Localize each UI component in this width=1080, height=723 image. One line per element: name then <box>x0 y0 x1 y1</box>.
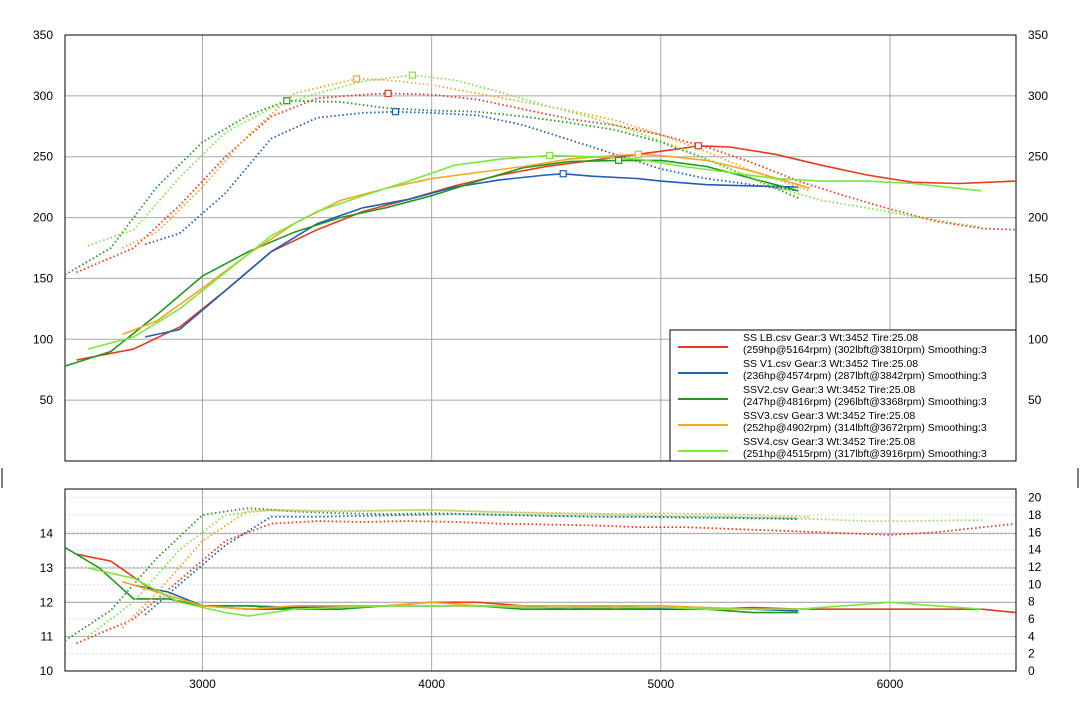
y-tick-label-airfuel: 12 <box>40 595 54 609</box>
x-tick-label: 6000 <box>877 677 904 691</box>
power-line <box>76 144 1017 361</box>
torque-line <box>121 77 811 249</box>
legend-entry-detail: (259hp@5164rpm) (302lbft@3810rpm) Smooth… <box>743 344 987 356</box>
series-lines <box>64 74 1017 645</box>
y-tick-label-power: 250 <box>1028 150 1048 164</box>
peak-marker <box>391 108 400 116</box>
torque-line <box>144 110 799 246</box>
y-tick-label-boost: 2 <box>1028 647 1035 661</box>
boost-line <box>87 508 982 638</box>
legend-entry-name: SS LB.csv Gear:3 Wt:3452 Tire:25.08 <box>743 332 918 344</box>
legend-entry-detail: (247hp@4816rpm) (296lbft@3368rpm) Smooth… <box>743 396 987 408</box>
y-tick-label-power: 50 <box>1028 393 1042 407</box>
torque-line <box>64 99 799 276</box>
y-tick-label-boost: 18 <box>1028 508 1042 522</box>
y-tick-label-power: 300 <box>1028 89 1048 103</box>
y-tick-label-torque: 350 <box>33 28 53 42</box>
y-tick-label-boost: 6 <box>1028 612 1035 626</box>
y-tick-label-boost: 16 <box>1028 525 1042 539</box>
boost-line <box>76 520 1017 645</box>
power-line <box>145 172 799 338</box>
y-tick-label-boost: 4 <box>1028 629 1035 643</box>
y-tick-label-airfuel: 10 <box>40 664 54 678</box>
y-tick-label-boost: 8 <box>1028 595 1035 609</box>
y-tick-label-power: 150 <box>1028 271 1048 285</box>
legend-entry-name: SSV3.csv Gear:3 Wt:3452 Tire:25.08 <box>743 410 915 422</box>
airfuel-line <box>122 580 810 611</box>
y-tick-label-boost: 20 <box>1028 491 1042 505</box>
torque-line <box>87 74 982 247</box>
airfuel-line <box>87 567 982 617</box>
peak-marker <box>546 151 554 160</box>
top-plot-frame <box>64 34 1017 462</box>
peak-marker <box>694 142 702 150</box>
legend: SS LB.csv Gear:3 Wt:3452 Tire:25.08(259h… <box>669 329 1017 462</box>
boost-line <box>144 513 799 616</box>
peak-marker <box>283 97 291 105</box>
bottom-plot-frame <box>64 488 1017 672</box>
y-tick-label-airfuel: 11 <box>41 630 54 644</box>
legend-entry-name: SSV2.csv Gear:3 Wt:3452 Tire:25.08 <box>743 384 915 396</box>
legend-entry-detail: (236hp@4574rpm) (287lbft@3842rpm) Smooth… <box>743 370 987 382</box>
y-tick-label-power: 100 <box>1028 332 1048 346</box>
boost-line <box>121 508 810 629</box>
legend-entry-detail: (251hp@4515rpm) (317lbft@3916rpm) Smooth… <box>743 448 987 460</box>
power-line <box>87 154 982 350</box>
torque-line <box>76 92 1017 274</box>
peak-marker <box>634 150 642 158</box>
x-tick-label: 3000 <box>189 677 216 691</box>
y-tick-label-torque: 150 <box>33 271 53 285</box>
y-tick-label-power: 350 <box>1028 28 1048 42</box>
y-tick-label-airfuel: 13 <box>40 561 54 575</box>
legend-box <box>669 329 1017 462</box>
peak-marker <box>408 71 417 79</box>
y-tick-label-boost: 0 <box>1028 664 1035 678</box>
y-tick-label-power: 200 <box>1028 211 1048 225</box>
peak-marker <box>559 170 567 178</box>
peak-markers <box>283 71 702 178</box>
y-tick-label-boost: 10 <box>1028 577 1042 591</box>
y-tick-label-boost: 14 <box>1028 543 1042 557</box>
y-tick-label-torque: 50 <box>40 393 54 407</box>
y-tick-label-torque: 200 <box>33 211 53 225</box>
tick-labels: 3000 4000 5000 6000501001502002503003505010… <box>33 28 1048 691</box>
legend-entry-name: SS V1.csv Gear:3 Wt:3452 Tire:25.08 <box>743 358 918 370</box>
y-tick-label-airfuel: 14 <box>40 527 54 541</box>
x-tick-label: 4000 <box>418 677 445 691</box>
peak-marker <box>352 75 361 83</box>
power-line <box>64 159 799 367</box>
peak-marker <box>384 89 392 98</box>
x-tick-label: 5000 <box>647 677 674 691</box>
y-tick-label-torque: 300 <box>33 89 53 103</box>
boost-line <box>64 507 799 642</box>
legend-entry-detail: (252hp@4902rpm) (314lbft@3672rpm) Smooth… <box>743 422 987 434</box>
y-tick-label-torque: 250 <box>33 150 53 164</box>
peak-marker <box>615 156 623 164</box>
y-tick-label-torque: 100 <box>33 332 53 346</box>
legend-entry-name: SSV4.csv Gear:3 Wt:3452 Tire:25.08 <box>743 436 915 448</box>
y-tick-label-boost: 12 <box>1028 560 1042 574</box>
power-line <box>122 153 811 336</box>
